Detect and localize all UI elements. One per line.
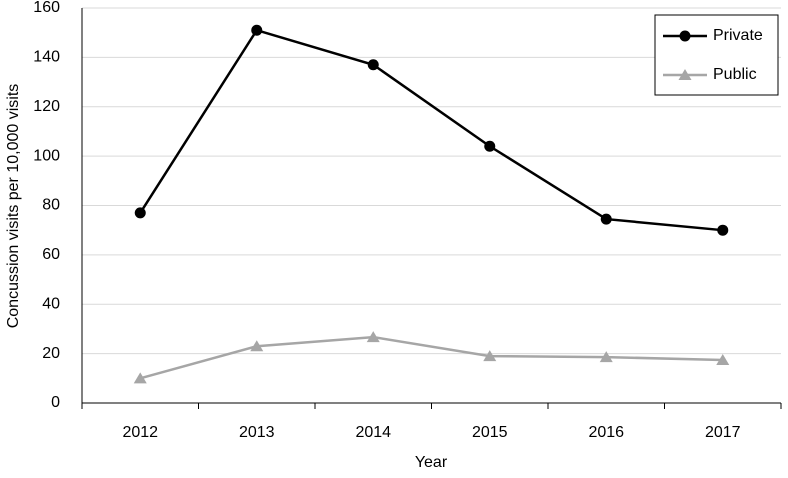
x-tick-label: 2013	[239, 424, 275, 441]
point	[717, 224, 729, 236]
legend-label: Private	[713, 27, 763, 44]
x-axis-title: Year	[415, 454, 448, 471]
y-tick-label: 40	[42, 295, 60, 312]
series-line	[139, 28, 723, 232]
y-tick-label: 140	[33, 49, 60, 66]
x-tick-label: 2016	[588, 424, 624, 441]
point	[250, 340, 264, 352]
y-tick-label: 60	[42, 246, 60, 263]
y-tick-label: 20	[42, 345, 60, 362]
point	[679, 30, 691, 42]
point	[483, 350, 497, 362]
series-line	[139, 335, 723, 380]
y-tick-label: 0	[51, 394, 60, 411]
point	[367, 59, 379, 71]
point	[134, 207, 146, 219]
x-tick-label: 2014	[355, 424, 391, 441]
point	[678, 69, 692, 80]
point	[599, 351, 613, 363]
point	[484, 140, 496, 152]
legend-box	[654, 14, 779, 96]
point	[251, 24, 263, 36]
y-axis-title: Concussion visits per 10,000 visits	[5, 84, 22, 329]
x-tick-label: 2015	[472, 424, 508, 441]
y-tick-label: 160	[33, 0, 60, 16]
point	[600, 213, 612, 225]
y-tick-label: 120	[33, 98, 60, 115]
legend-label: Public	[713, 66, 757, 83]
point	[366, 331, 380, 343]
y-tick-label: 100	[33, 147, 60, 164]
x-tick-label: 2012	[122, 424, 158, 441]
x-tick-label: 2017	[705, 424, 741, 441]
y-tick-label: 80	[42, 197, 60, 214]
point	[133, 372, 147, 384]
point	[716, 354, 730, 366]
